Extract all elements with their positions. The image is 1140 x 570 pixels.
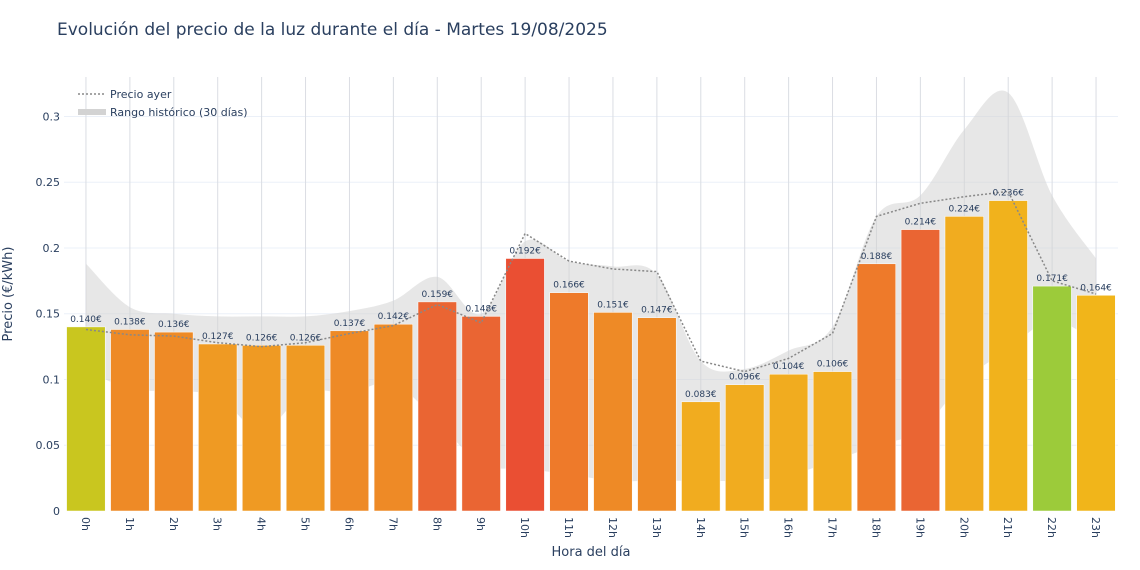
data-label-1h: 0.138€	[114, 318, 146, 328]
y-tick-label: 0.25	[36, 176, 61, 189]
x-tick-label: 17h	[826, 517, 839, 538]
x-tick-label: 16h	[782, 517, 795, 538]
y-tick-label: 0.1	[43, 373, 61, 386]
bar-11h	[549, 292, 589, 512]
legend-label-precio-ayer: Precio ayer	[110, 88, 172, 101]
bar-21h	[988, 200, 1028, 512]
data-label-3h: 0.127€	[202, 332, 234, 342]
x-tick-label: 13h	[650, 517, 663, 538]
legend: Precio ayer Rango histórico (30 días)	[78, 88, 248, 119]
data-label-19h: 0.214€	[905, 218, 937, 228]
bar-20h	[944, 216, 984, 512]
axis-layer: 0 0.05 0.1 0.15 0.2 0.25 0.3 0h 1h 2h 3h 4h 5h 6h 7h 8h…	[36, 110, 1103, 538]
x-tick-label: 12h	[606, 517, 619, 538]
bar-13h	[637, 317, 677, 512]
data-label-10h: 0.192€	[509, 246, 541, 256]
data-label-4h: 0.126€	[246, 333, 278, 343]
x-tick-label: 14h	[694, 517, 707, 538]
x-tick-label: 15h	[738, 517, 751, 538]
x-tick-label: 9h	[474, 517, 487, 531]
data-label-11h: 0.166€	[553, 281, 585, 291]
data-label-12h: 0.151€	[597, 300, 629, 310]
y-tick-label: 0	[53, 505, 60, 518]
x-tick-label: 5h	[299, 517, 312, 531]
bar-19h	[900, 229, 940, 512]
legend-label-rango-historico: Rango histórico (30 días)	[110, 106, 248, 119]
y-tick-label: 0.2	[43, 242, 61, 255]
x-tick-label: 20h	[957, 517, 970, 538]
x-tick-label: 11h	[562, 517, 575, 538]
x-tick-label: 10h	[518, 517, 531, 538]
bar-17h	[812, 371, 853, 512]
y-tick-label: 0.3	[43, 110, 61, 123]
bar-23h	[1076, 295, 1116, 512]
bar-2h	[154, 331, 194, 512]
x-tick-label: 4h	[255, 517, 268, 531]
data-label-15h: 0.096€	[729, 373, 761, 383]
data-label-14h: 0.083€	[685, 390, 717, 400]
bar-5h	[285, 345, 326, 512]
data-label-20h: 0.224€	[949, 204, 981, 214]
chart-title: Evolución del precio de la luz durante e…	[57, 20, 608, 40]
data-label-13h: 0.147€	[641, 306, 673, 316]
bar-0h	[66, 326, 106, 512]
bar-1h	[110, 329, 150, 512]
x-axis-title: Hora del día	[552, 545, 631, 560]
bar-18h	[856, 263, 896, 512]
bar-layer	[66, 200, 1116, 512]
x-tick-label: 7h	[386, 517, 399, 531]
historic-range-band	[86, 90, 1096, 482]
y-tick-label: 0.15	[36, 308, 61, 321]
x-tick-label: 19h	[913, 517, 926, 538]
data-label-7h: 0.142€	[378, 312, 410, 322]
bar-15h	[725, 384, 765, 512]
bar-3h	[198, 343, 238, 512]
bar-9h	[461, 316, 501, 512]
bar-4h	[242, 345, 282, 512]
data-label-0h: 0.140€	[70, 315, 102, 325]
x-tick-label: 8h	[430, 517, 443, 531]
x-tick-label: 6h	[342, 517, 355, 531]
legend-symbol-rango-historico	[78, 109, 106, 115]
data-label-9h: 0.148€	[465, 304, 497, 314]
data-label-22h: 0.171€	[1036, 274, 1068, 284]
data-label-23h: 0.164€	[1080, 283, 1112, 293]
bar-16h	[769, 373, 809, 512]
x-tick-label: 2h	[167, 517, 180, 531]
x-tick-label: 22h	[1045, 517, 1058, 538]
line-layer	[85, 190, 1097, 373]
x-tick-label: 0h	[79, 517, 92, 531]
label-layer: 0.140€ 0.138€ 0.136€ 0.127€ 0.126€ 0.126€ 0.13…	[70, 189, 1112, 400]
data-label-18h: 0.188€	[861, 252, 893, 262]
bar-7h	[373, 323, 413, 512]
x-tick-label: 21h	[1001, 517, 1014, 538]
band-layer	[86, 90, 1096, 482]
bar-8h	[417, 301, 457, 512]
x-tick-label: 23h	[1089, 517, 1102, 538]
bar-6h	[329, 330, 369, 512]
x-tick-label: 1h	[123, 517, 136, 531]
data-label-16h: 0.104€	[773, 362, 805, 372]
bar-12h	[593, 312, 633, 512]
precio-ayer-line	[85, 190, 1097, 373]
x-tick-label: 18h	[869, 517, 882, 538]
y-tick-label: 0.05	[36, 439, 61, 452]
y-axis-title: Precio (€/kWh)	[1, 247, 16, 342]
data-label-17h: 0.106€	[817, 360, 849, 370]
data-label-8h: 0.159€	[422, 290, 454, 300]
bar-22h	[1032, 285, 1072, 512]
bar-10h	[505, 258, 545, 512]
x-tick-label: 3h	[211, 517, 224, 531]
data-label-2h: 0.136€	[158, 320, 190, 330]
data-label-5h: 0.126€	[290, 333, 322, 343]
data-label-6h: 0.137€	[334, 319, 366, 329]
bar-14h	[681, 401, 721, 512]
data-label-21h: 0.236€	[992, 189, 1024, 199]
